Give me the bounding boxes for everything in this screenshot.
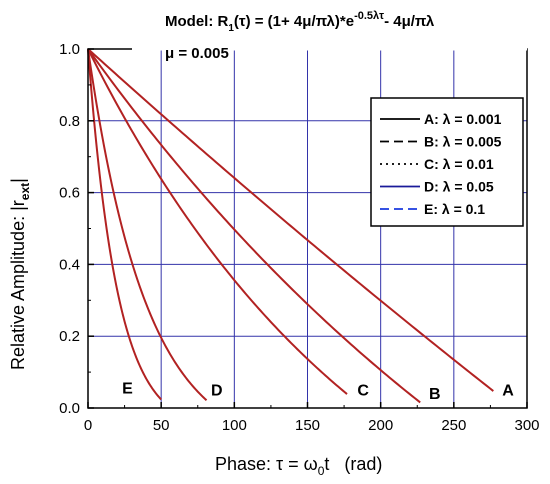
series-line-A — [87, 48, 494, 392]
x-axis-label: Phase: τ = ω0t (rad) — [215, 454, 382, 478]
curve-label-A: A — [502, 382, 514, 399]
y-tick-label: 0.6 — [59, 185, 80, 202]
chart-title: Model: R1(τ) = (1+ 4μ/πλ)*e-0.5λτ- 4μ/πλ — [165, 10, 435, 34]
x-tick-label: 100 — [222, 417, 247, 434]
y-tick-label: 0.4 — [59, 256, 80, 273]
y-tick-label: 0.2 — [59, 328, 80, 345]
tick-labels: 0 50 100 150 200 250 300 0.0 0.2 0.4 0.6 0.8 1.0 — [59, 41, 539, 434]
chart-subtitle: μ = 0.005 — [165, 45, 229, 62]
series-line-D — [87, 48, 208, 402]
legend-label: A: λ = 0.001 — [424, 111, 502, 127]
x-tick-label: 300 — [514, 417, 539, 434]
x-tick-label: 150 — [295, 417, 320, 434]
curve-label-C: C — [357, 382, 369, 399]
y-tick-label: 1.0 — [59, 41, 80, 58]
x-tick-label: 0 — [84, 417, 92, 434]
series-line-C — [87, 48, 348, 395]
y-axis-label: Relative Amplitude: |rext| — [8, 178, 32, 370]
legend-label: C: λ = 0.01 — [424, 156, 494, 172]
y-tick-label: 0.0 — [59, 400, 80, 417]
x-tick-label: 50 — [153, 417, 170, 434]
legend: A: λ = 0.001 B: λ = 0.005 C: λ = 0.01 D: λ … — [370, 97, 524, 227]
x-tick-label: 200 — [368, 417, 393, 434]
curve-label-B: B — [429, 386, 441, 403]
series-line-E — [87, 48, 162, 401]
curve-label-E: E — [122, 381, 133, 398]
x-tick-label: 250 — [441, 417, 466, 434]
curve-label-D: D — [211, 382, 223, 399]
axes — [87, 47, 528, 409]
legend-label: E: λ = 0.1 — [424, 201, 485, 217]
curves — [87, 48, 494, 404]
series-line-B — [87, 48, 421, 404]
y-tick-label: 0.8 — [59, 113, 80, 130]
legend-label: B: λ = 0.005 — [424, 134, 502, 150]
curve-labels: A B C D E — [122, 381, 514, 403]
legend-label: D: λ = 0.05 — [424, 179, 494, 195]
